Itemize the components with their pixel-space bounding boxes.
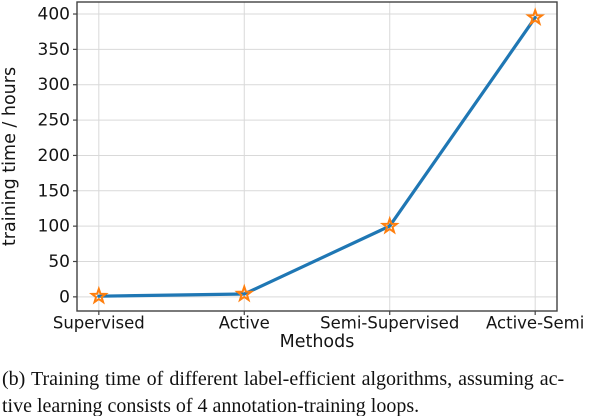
y-tick-label: 50 [48,252,70,272]
data-point-star-icon [234,283,255,303]
figure-caption: (b) Training time of different label-eff… [2,366,616,416]
x-tick-label: Active [219,314,270,333]
x-tick-label: Semi-Supervised [320,314,459,333]
series-line [97,16,537,298]
y-tick-label: 400 [38,5,70,25]
data-point-star-icon [379,215,400,235]
y-tick-label: 250 [38,111,70,131]
y-tick-label: 200 [38,146,70,166]
data-point-star-icon [88,285,109,305]
y-tick-label: 0 [59,287,70,307]
data-point-star-icon [525,7,546,26]
chart-canvas: 0 50 100 150 200 250 300 350 400 Supervised Active… [0,1,584,352]
caption-line-1: (b) Training time of different label-eff… [2,368,565,390]
x-tick-label: Supervised [53,314,145,333]
plot-frame [76,1,558,312]
x-tick-label: Active-Semi [486,314,584,333]
y-tick-label: 300 [38,75,70,95]
y-tick-label: 350 [38,40,70,60]
caption-line-2: tive learning consists of 4 annotation-t… [2,395,420,416]
training-time-chart: 0 50 100 150 200 250 300 350 400 Supervised Active… [0,1,584,352]
x-axis-label: Methods [280,332,355,352]
y-axis-label: training time / hours [0,67,20,246]
y-tick-label: 150 [38,181,70,201]
y-tick-label: 100 [38,217,70,237]
